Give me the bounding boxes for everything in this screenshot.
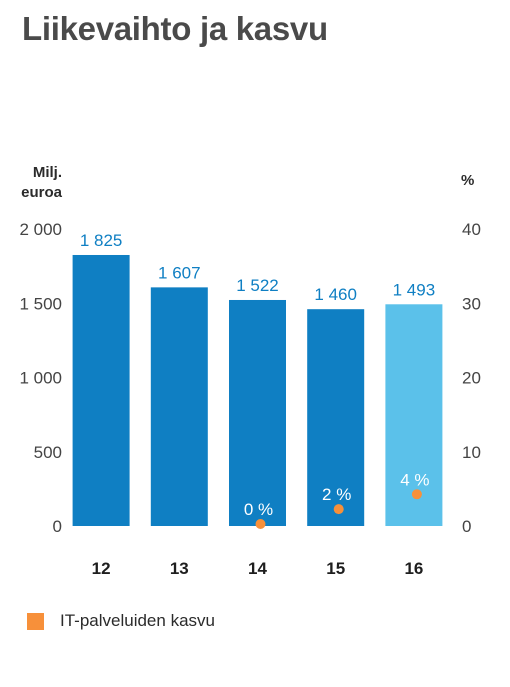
x-tick-label: 12 [92, 559, 111, 578]
bar-value-label: 1 493 [393, 280, 436, 299]
legend-swatch [27, 612, 44, 630]
y-right-tick-label: 30 [462, 294, 481, 313]
x-tick-label: 15 [326, 559, 345, 578]
growth-value-label: 2 % [322, 485, 351, 504]
x-tick-label: 16 [404, 559, 423, 578]
legend-label: IT-palveluiden kasvu [60, 611, 215, 630]
y-left-tick-label: 500 [34, 443, 62, 462]
legend: IT-palveluiden kasvu [27, 611, 215, 631]
bar-value-label: 1 522 [236, 276, 279, 295]
growth-point [411, 489, 422, 500]
page-title: Liikevaihto ja kasvu [22, 10, 328, 47]
left-axis-unit: Milj. euroa [21, 164, 62, 201]
y-left-tick-label: 0 [53, 517, 62, 536]
y-left-tick-label: 2 000 [19, 220, 62, 239]
y-right-tick-label: 20 [462, 369, 481, 388]
bar-value-label: 1 825 [80, 231, 123, 250]
y-right-tick-label: 10 [462, 443, 481, 462]
bar [307, 309, 365, 526]
growth-value-label: 4 % [400, 470, 429, 489]
bar [229, 299, 286, 526]
bar-value-label: 1 460 [314, 285, 357, 304]
growth-value-label: 0 % [244, 500, 273, 519]
bar [72, 254, 130, 527]
y-left-tick-label: 1 500 [19, 294, 62, 313]
x-tick-label: 13 [170, 559, 189, 578]
growth-point [333, 504, 344, 515]
y-left-tick-label: 1 000 [19, 369, 62, 388]
right-axis-unit: % [461, 172, 475, 189]
y-right-tick-label: 0 [462, 517, 471, 536]
bar-value-label: 1 607 [158, 263, 201, 282]
bar [385, 304, 443, 526]
growth-point [255, 519, 266, 529]
bar [150, 287, 208, 526]
x-tick-label: 14 [248, 559, 267, 578]
y-right-tick-label: 40 [462, 220, 481, 239]
